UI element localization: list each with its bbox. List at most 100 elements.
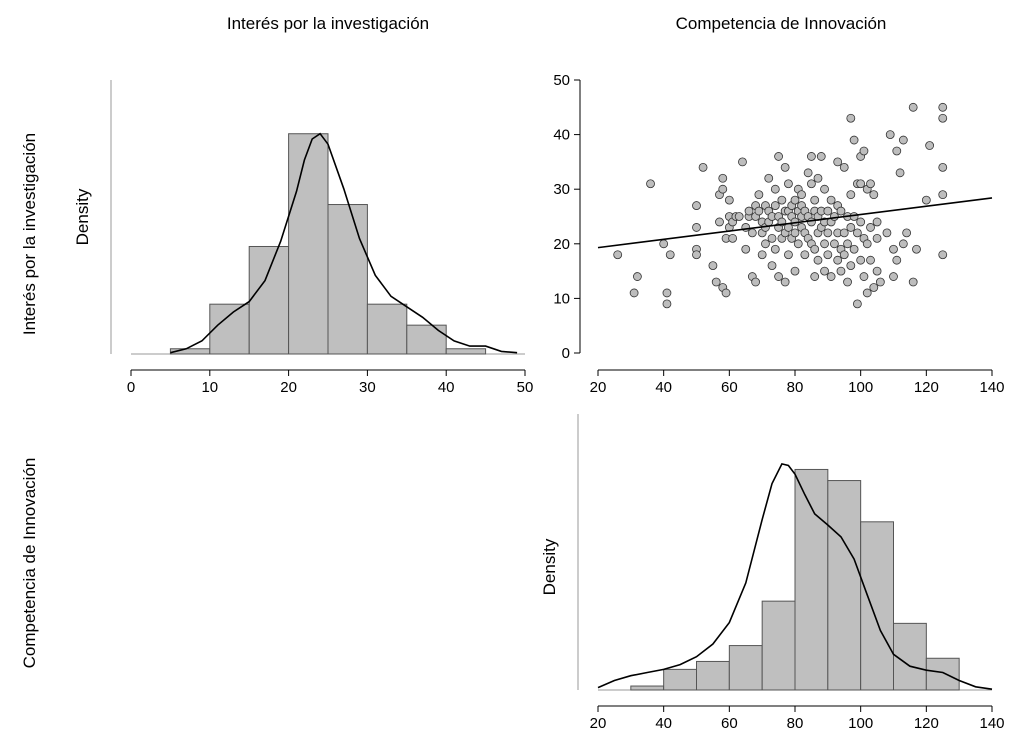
scatter-point: [807, 179, 816, 189]
scatter-point: [820, 239, 829, 249]
scatter-point: [823, 228, 833, 238]
scatter-point: [820, 266, 829, 276]
scatter-point: [767, 233, 777, 243]
scatter-x-tick-label: 60: [721, 379, 738, 396]
scatter-point: [784, 250, 793, 260]
scatter-point: [777, 195, 787, 205]
scatter-point: [846, 223, 856, 232]
scatter-point: [846, 190, 856, 200]
scatter-point: [859, 272, 869, 281]
scatter-y-tick-label: 10: [553, 290, 570, 307]
scatter-point: [708, 261, 718, 271]
hist1-x-tick-label: 20: [280, 379, 297, 396]
scatter-point: [718, 173, 728, 183]
scatter-point: [800, 250, 810, 260]
scatter-point: [849, 244, 859, 254]
scatter-point: [692, 201, 701, 210]
scatter-x-tick-label: 140: [979, 379, 1004, 396]
scatter-point: [813, 173, 823, 183]
scatter-point: [761, 239, 770, 249]
scatter-point: [770, 244, 780, 254]
scatter-point: [692, 223, 701, 232]
scatter-point: [790, 195, 800, 205]
scatter-point: [754, 206, 764, 216]
scatter-point: [856, 179, 866, 189]
scatter-point: [770, 201, 780, 210]
hist2-bar-0: [630, 685, 665, 691]
hist2-bar-3: [728, 645, 763, 691]
scatter-point: [898, 239, 908, 249]
hist2-x-tick-label: 80: [787, 715, 804, 732]
scatter-point: [780, 162, 790, 172]
scatter-x-tick-label: 80: [787, 379, 804, 396]
scatter-point: [662, 299, 672, 309]
scatter-point: [938, 102, 948, 112]
scatter-point: [774, 152, 783, 161]
scatter-point: [862, 288, 872, 298]
hist1-x-tick-label: 50: [517, 379, 534, 396]
scatter-point: [790, 228, 800, 238]
scatter-point: [925, 141, 935, 150]
scatter-point: [754, 190, 764, 200]
scatter-point: [898, 135, 908, 145]
hist1-bar-7: [445, 348, 487, 355]
scatter-point: [852, 228, 862, 238]
regression-line: [597, 197, 993, 249]
scatter-point: [866, 255, 875, 265]
scatter-point: [872, 266, 882, 276]
hist1-density-curve: [170, 132, 518, 354]
scatter-point: [823, 206, 833, 216]
scatter-point: [912, 244, 921, 254]
scatter-point: [872, 217, 882, 227]
scatter-point: [836, 266, 846, 276]
hist2-bar-2: [696, 660, 730, 691]
scatter-point: [839, 250, 849, 260]
scatter-point: [866, 179, 875, 189]
scatter-point: [793, 239, 803, 249]
scatter-point: [784, 179, 793, 189]
hist1-ylabel: Density: [73, 188, 92, 245]
scatter-point: [757, 250, 767, 260]
hist2-x-tick-label: 100: [848, 715, 873, 732]
scatter-point: [810, 272, 820, 281]
scatter-point: [872, 233, 882, 243]
scatter-point: [715, 217, 724, 227]
hist2-bar-7: [860, 521, 895, 691]
scatter-x-tick-label: 100: [848, 379, 873, 396]
hist2-bar-9: [925, 657, 960, 691]
scatter-point: [711, 277, 721, 287]
scatter-y-tick-label: 40: [553, 127, 570, 144]
scatter-point: [613, 250, 623, 260]
scatter-point: [724, 195, 734, 205]
scatter-point: [751, 277, 760, 287]
scatter-point: [866, 223, 875, 232]
scatter-point: [633, 272, 642, 281]
scatter-point: [698, 162, 708, 172]
hist2-bar-1: [663, 668, 698, 691]
scatter-point: [892, 255, 902, 265]
scatter-point: [875, 277, 885, 287]
scatter-point: [852, 299, 862, 309]
hist2-density-curve: [597, 462, 993, 690]
scatter-point: [790, 266, 800, 276]
hist2-x-tick-label: 140: [979, 715, 1004, 732]
scatter-point: [744, 206, 754, 216]
scatter-point: [738, 157, 747, 167]
scatter-point: [839, 162, 849, 172]
hist1-bar-6: [406, 324, 447, 355]
scatter-y-tick-label: 30: [553, 181, 570, 198]
scatter-point: [938, 190, 948, 200]
scatter-point: [807, 152, 816, 161]
scatter-point: [849, 135, 859, 145]
scatter-point: [859, 146, 869, 156]
scatter-point: [810, 244, 820, 254]
scatter-point: [830, 239, 839, 249]
hist2-x-tick-label: 40: [655, 715, 672, 732]
scatter-point: [846, 261, 856, 271]
scatter-point: [882, 228, 892, 238]
scatter-point: [810, 195, 820, 205]
scatter-point: [938, 250, 948, 260]
scatter-x-tick-label: 20: [590, 379, 607, 396]
